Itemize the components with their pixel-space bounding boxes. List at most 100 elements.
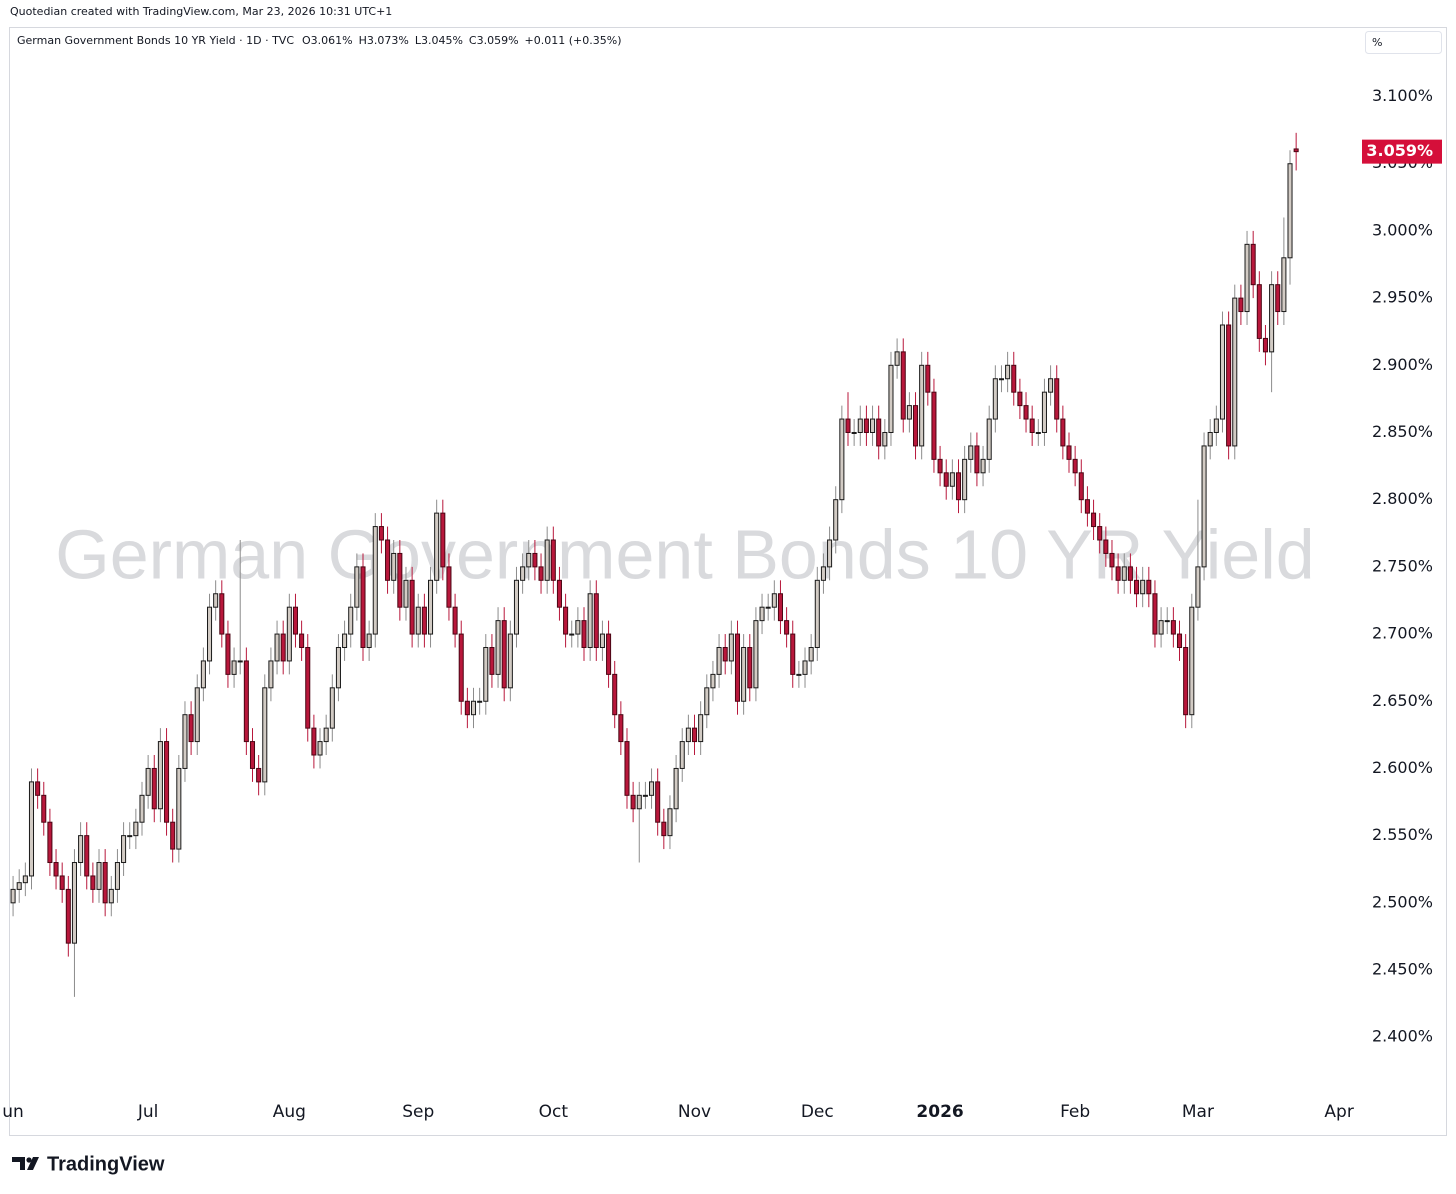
candle-body	[421, 606, 427, 635]
candle-body	[876, 418, 882, 447]
candle-body	[544, 539, 550, 581]
candle-body	[299, 633, 305, 649]
y-tick-label: 3.000%	[1372, 220, 1433, 239]
candle-body	[434, 512, 440, 581]
candle-body	[108, 888, 114, 904]
candle-body	[624, 741, 630, 796]
candle-body	[372, 526, 378, 635]
candle-body	[655, 781, 661, 823]
candle-body	[765, 606, 771, 609]
candle-body	[243, 660, 249, 743]
candle-body	[249, 741, 256, 769]
candle-body	[1176, 633, 1183, 649]
candle-body	[237, 660, 243, 663]
candle-body	[446, 566, 452, 608]
candle-body	[587, 593, 593, 649]
candle-body	[256, 767, 262, 783]
candle-body	[784, 620, 790, 635]
candle-body	[464, 700, 470, 716]
candle-body	[409, 579, 415, 635]
candle-body	[704, 687, 710, 716]
candle-body	[1115, 566, 1121, 581]
candle-body	[949, 472, 955, 487]
candle-body	[796, 673, 802, 676]
candle-body	[955, 472, 962, 501]
ohlc-low: L3.045%	[415, 34, 463, 47]
candle-body	[943, 472, 949, 487]
candle-body	[262, 687, 268, 783]
x-tick-label: Sep	[402, 1102, 434, 1122]
candle-body	[225, 633, 231, 675]
x-tick-label: Feb	[1060, 1102, 1090, 1122]
candle-body	[1262, 337, 1268, 353]
candle-body	[1287, 163, 1293, 259]
candle-body	[820, 566, 826, 581]
candle-body	[747, 647, 753, 689]
candle-body	[931, 391, 937, 460]
candle-body	[477, 700, 483, 703]
candle-body	[1109, 552, 1115, 568]
candle-body	[47, 821, 53, 864]
candle-body	[348, 606, 354, 635]
candle-body	[1017, 391, 1023, 407]
candle-body	[937, 458, 943, 474]
y-tick-label: 2.700%	[1372, 624, 1433, 643]
candle-body	[428, 579, 434, 635]
candle-body	[691, 727, 698, 743]
candle-body	[599, 633, 605, 649]
candle-body	[194, 687, 200, 743]
candle-body	[10, 888, 16, 904]
candle-body	[870, 418, 876, 433]
candle-body	[1097, 526, 1103, 541]
candle-body	[1078, 472, 1084, 501]
candle-body	[323, 727, 329, 743]
candle-body	[1060, 418, 1066, 447]
candle-body	[1066, 445, 1072, 460]
candle-body	[1164, 620, 1170, 623]
candle-body	[814, 579, 820, 649]
candle-body	[286, 606, 292, 662]
candle-body	[1189, 606, 1195, 716]
candle-body	[188, 714, 194, 743]
candle-body	[489, 647, 495, 675]
candle-body	[274, 633, 280, 662]
candle-body	[360, 566, 366, 649]
candle-body	[630, 794, 636, 810]
candle-body	[35, 781, 41, 796]
candle-body	[354, 566, 360, 608]
candle-body	[1084, 499, 1090, 514]
candle-body	[415, 606, 421, 635]
candle-body	[452, 606, 458, 635]
candle-body	[440, 512, 446, 568]
candle-body	[378, 526, 384, 541]
candle-body	[906, 405, 912, 420]
candle-body	[206, 606, 213, 662]
candle-body	[857, 418, 863, 433]
candle-body	[59, 875, 65, 890]
y-tick-label: 3.100%	[1372, 86, 1433, 105]
candle-body	[526, 552, 532, 568]
candle-body	[513, 579, 520, 635]
candle-body	[845, 418, 851, 433]
candle-body	[1281, 257, 1287, 313]
candle-body	[1048, 378, 1054, 393]
credit: Quotedian created with TradingView.com, …	[10, 5, 392, 18]
candle-body	[16, 882, 22, 890]
candle-body	[790, 633, 796, 675]
candle-body	[133, 821, 139, 837]
candle-body	[342, 633, 348, 649]
candle-body	[151, 767, 157, 810]
candle-body	[483, 647, 489, 702]
candle-body	[1170, 620, 1176, 635]
candle-body	[532, 552, 538, 568]
candle-body	[710, 673, 716, 689]
last-price-box	[1362, 139, 1442, 164]
unit-box[interactable]	[1365, 31, 1442, 54]
y-tick-label: 2.950%	[1372, 288, 1433, 307]
candle-body	[679, 741, 685, 769]
x-tick-label: Nov	[678, 1102, 711, 1122]
x-tick-label: Oct	[539, 1102, 569, 1122]
candle-body	[753, 620, 759, 689]
x-tick-label: Mar	[1182, 1102, 1214, 1122]
